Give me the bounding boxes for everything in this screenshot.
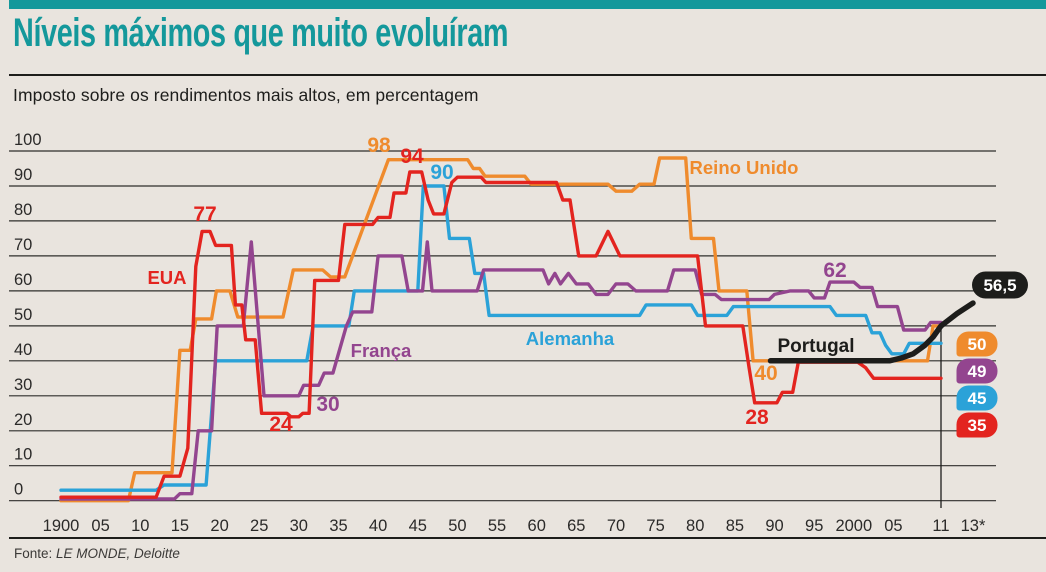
- x-tick-label-13-: 13*: [961, 517, 986, 535]
- y-tick-label-70: 70: [14, 236, 32, 254]
- y-tick-label-40: 40: [14, 341, 32, 359]
- source-name: LE MONDE, Deloitte: [56, 546, 180, 561]
- y-tick-label-60: 60: [14, 271, 32, 289]
- x-tick-label-80: 80: [686, 517, 704, 535]
- annotation-reino-unido: Reino Unido: [690, 157, 799, 178]
- end-badge-shape: [972, 271, 1028, 299]
- series-line-alemanha: [59, 184, 943, 492]
- y-tick-label-100: 100: [14, 131, 42, 149]
- end-badge-value: 49: [968, 362, 987, 381]
- end-badge-49: 49: [956, 358, 998, 384]
- x-tick-label-30: 30: [290, 517, 308, 535]
- x-tick-label-85: 85: [726, 517, 744, 535]
- end-badge-35: 35: [956, 412, 998, 438]
- x-tick-label-50: 50: [448, 517, 466, 535]
- x-tick-label-95: 95: [805, 517, 823, 535]
- chart-subtitle: Imposto sobre os rendimentos mais altos,…: [13, 85, 479, 105]
- end-badge-50: 50: [956, 331, 998, 357]
- annotation-90: 90: [430, 161, 453, 184]
- end-badge-value: 35: [968, 416, 987, 435]
- end-badge-56-5: 56,5: [972, 271, 1028, 299]
- annotation-98: 98: [367, 134, 391, 157]
- series-line-reino-unido: [59, 156, 943, 503]
- source-note: Fonte: LE MONDE, Deloitte: [14, 546, 180, 561]
- x-tick-label-60: 60: [528, 517, 546, 535]
- y-tick-label-90: 90: [14, 166, 32, 184]
- annotation-24: 24: [269, 413, 293, 436]
- x-tick-label-15: 15: [171, 517, 189, 535]
- annotation-portugal: Portugal: [777, 336, 854, 357]
- end-badge-value: 56,5: [983, 276, 1016, 295]
- x-tick-label-75: 75: [646, 517, 664, 535]
- end-badge-value: 45: [968, 389, 987, 408]
- series-line-eua: [59, 170, 943, 499]
- y-tick-label-80: 80: [14, 201, 32, 219]
- x-tick-label-2000: 2000: [835, 517, 872, 535]
- top-accent-bar: [9, 0, 1046, 9]
- annotation-eua: EUA: [147, 267, 186, 288]
- y-tick-label-50: 50: [14, 306, 32, 324]
- series-line-portugal: [767, 300, 976, 364]
- x-tick-label-45: 45: [409, 517, 427, 535]
- x-tick-label-40: 40: [369, 517, 387, 535]
- annotation-30: 30: [316, 393, 339, 416]
- end-badge-value: 50: [968, 335, 987, 354]
- x-tick-label-70: 70: [607, 517, 625, 535]
- x-tick-label-05: 05: [884, 517, 902, 535]
- y-tick-label-0: 0: [14, 481, 23, 499]
- x-tick-label-65: 65: [567, 517, 585, 535]
- y-tick-label-20: 20: [14, 411, 32, 429]
- annotation-28: 28: [745, 406, 769, 429]
- end-badge-shape: [956, 331, 998, 357]
- page-title-text: Níveis máximos que muito evoluíram: [13, 11, 509, 55]
- annotation-alemanha: Alemanha: [526, 328, 615, 349]
- x-tick-label-55: 55: [488, 517, 506, 535]
- x-tick-label-1900: 1900: [43, 517, 80, 535]
- end-badge-shape: [956, 412, 998, 438]
- annotation-94: 94: [400, 145, 424, 168]
- x-tick-label-35: 35: [329, 517, 347, 535]
- annotations: EUA 77 24 30 98 94 90 França Alemanha Reino Unido…: [147, 134, 854, 436]
- series-line-franca: [59, 240, 943, 501]
- page-title: Níveis máximos que muito evoluíram: [13, 12, 701, 54]
- x-tick-label-20: 20: [210, 517, 228, 535]
- x-tick-label-05: 05: [91, 517, 109, 535]
- source-prefix: Fonte:: [14, 546, 53, 561]
- x-tick-label-11: 11: [932, 517, 949, 535]
- end-badge-shape: [956, 385, 998, 411]
- x-tick-label-90: 90: [765, 517, 783, 535]
- x-tick-label-25: 25: [250, 517, 268, 535]
- x-tick-label-10: 10: [131, 517, 149, 535]
- annotation-62: 62: [823, 259, 846, 282]
- y-tick-label-10: 10: [14, 446, 32, 464]
- end-badge-shape: [956, 358, 998, 384]
- end-badge-45: 45: [956, 385, 998, 411]
- y-tick-label-30: 30: [14, 376, 32, 394]
- annotation-40: 40: [754, 362, 777, 385]
- annotation-77: 77: [193, 203, 216, 226]
- annotation-fran-a: França: [351, 340, 412, 361]
- footer-divider: [9, 537, 1046, 539]
- x-axis: 1900 05 10 15 20 25 30 35 40 45 50 55 60 65 70 75 80 85 90…: [43, 517, 986, 535]
- header-divider: [9, 74, 1046, 76]
